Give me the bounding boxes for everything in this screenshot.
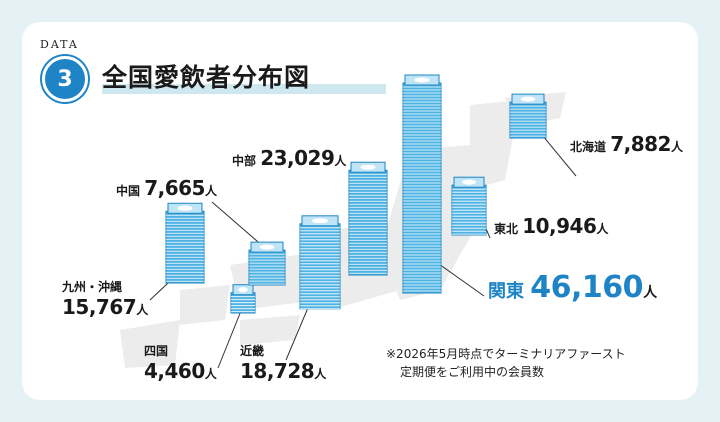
bar-stack-7 [509, 93, 547, 139]
leader-line-1 [217, 305, 244, 369]
region-unit: 人 [334, 154, 347, 168]
bar-stack-0 [165, 202, 205, 284]
region-label-3: 近畿 18,728人 [240, 342, 326, 383]
region-value: 18,728 [240, 359, 315, 383]
bar-stack-2 [248, 241, 286, 286]
region-unit: 人 [643, 285, 658, 301]
footnote-line1: ※2026年5月時点でターミナリアファースト [386, 347, 626, 361]
data-label: DATA [40, 38, 79, 51]
region-name: 東北 [494, 222, 523, 236]
region-label-2: 中国 7,665人 [116, 176, 217, 200]
region-name: 九州・沖縄 [62, 280, 123, 294]
bar-stacks [165, 74, 547, 314]
data-number-badge: 3 [42, 56, 88, 102]
region-value: 46,160 [530, 270, 644, 305]
region-value: 7,665 [144, 176, 205, 200]
bar-stack-3 [299, 215, 341, 310]
region-unit: 人 [204, 184, 217, 198]
region-name: 近畿 [240, 344, 265, 358]
bar-7 [509, 101, 547, 139]
bar-stack-4 [348, 161, 388, 276]
leader-line-2 [211, 201, 266, 249]
region-unit: 人 [204, 367, 217, 381]
title-underline [102, 84, 386, 94]
bar-5 [402, 82, 442, 294]
footnote: ※2026年5月時点でターミナリアファースト 定期便をご利用中の会員数 [386, 345, 626, 381]
region-label-7: 北海道 7,882人 [570, 132, 683, 156]
region-name: 中国 [116, 184, 145, 198]
region-label-4: 中部 23,029人 [232, 146, 346, 170]
region-value: 23,029 [260, 146, 335, 170]
region-name: 中部 [232, 154, 261, 168]
region-unit: 人 [670, 140, 683, 154]
region-value: 15,767 [62, 295, 137, 319]
region-label-1: 四国 4,460人 [144, 342, 217, 383]
region-unit: 人 [314, 367, 327, 381]
region-value: 7,882 [610, 132, 671, 156]
region-value: 4,460 [144, 359, 205, 383]
bar-stack-1 [230, 284, 256, 314]
region-name: 関東 [488, 281, 531, 302]
region-value: 10,946 [522, 214, 597, 238]
region-name: 北海道 [570, 140, 611, 154]
region-unit: 人 [136, 303, 149, 317]
bar-stack-5 [402, 74, 442, 294]
region-label-0: 九州・沖縄 15,767人 [62, 278, 148, 319]
bar-stack-6 [451, 176, 487, 236]
region-label-5: 関東 46,160人 [488, 270, 657, 305]
region-unit: 人 [596, 222, 609, 236]
chart-title: 全国愛飲者分布図 [102, 63, 311, 92]
footnote-line2: 定期便をご利用中の会員数 [400, 365, 545, 379]
region-name: 四国 [144, 344, 169, 358]
bar-2 [248, 249, 286, 286]
region-label-6: 東北 10,946人 [494, 214, 608, 238]
